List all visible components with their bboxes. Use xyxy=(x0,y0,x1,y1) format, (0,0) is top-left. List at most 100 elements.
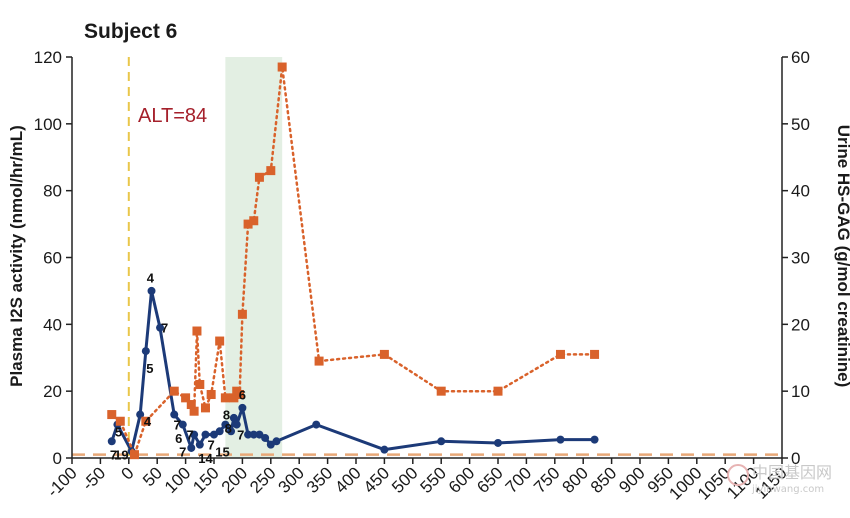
y-tick-label: 60 xyxy=(43,249,62,268)
y-tick-label: 80 xyxy=(43,182,62,201)
point-label: 4 xyxy=(144,414,152,429)
hs-gag-point xyxy=(107,410,117,420)
i2s-point xyxy=(195,440,204,449)
hs-gag-point xyxy=(141,416,151,426)
i2s-point xyxy=(272,437,281,446)
x-tick-label: 800 xyxy=(559,463,592,496)
i2s-point xyxy=(494,438,502,447)
i2s-point xyxy=(261,433,270,442)
hs-gag-point xyxy=(235,390,245,400)
watermark-logo-icon xyxy=(727,464,749,486)
i2s-point xyxy=(201,430,210,439)
x-tick-label: 0 xyxy=(117,463,137,483)
i2s-point xyxy=(147,286,156,295)
i2s-point xyxy=(227,427,236,436)
point-label: 14 xyxy=(198,451,213,466)
watermark: 中国基因网 jiyinwang.com xyxy=(727,463,832,495)
point-label: 8 xyxy=(223,408,230,423)
y-axis-title: Plasma I2S activity (nmol/hr/mL) xyxy=(7,125,26,387)
y2-tick-label: 40 xyxy=(791,182,810,201)
i2s-point xyxy=(556,435,565,444)
point-label: 5 xyxy=(146,361,153,376)
hs-gag-point xyxy=(266,166,276,176)
x-tick-label: -100 xyxy=(43,463,80,500)
hs-gag-point xyxy=(436,386,446,396)
point-label: 6 xyxy=(239,388,246,403)
point-label: 7 xyxy=(173,418,180,433)
hs-gag-point xyxy=(229,393,239,403)
watermark-text: 中国基因网 xyxy=(752,463,832,482)
hs-gag-point xyxy=(555,349,565,359)
point-label: 7 xyxy=(208,438,215,453)
y-tick-label: 40 xyxy=(43,315,62,334)
i2s-series-line xyxy=(110,289,595,453)
x-tick-label: 300 xyxy=(275,463,308,496)
i2s-point xyxy=(156,323,165,332)
x-tick-label: 250 xyxy=(246,463,279,496)
i2s-point xyxy=(229,413,238,422)
alt-annotation: ALT=84 xyxy=(138,105,207,127)
hs-gag-point xyxy=(220,393,230,403)
hs-gag-point xyxy=(237,309,247,319)
point-label: 7 xyxy=(179,444,186,459)
y2-tick-label: 0 xyxy=(791,449,800,468)
i2s-point xyxy=(178,420,187,429)
point-label: 5 xyxy=(115,424,122,439)
hs-gag-point xyxy=(215,336,225,346)
x-tick-label: 700 xyxy=(502,463,535,496)
x-tick-label: 350 xyxy=(303,463,336,496)
i2s-point xyxy=(190,430,199,439)
y2-tick-label: 50 xyxy=(791,115,810,134)
x-tick-label: 900 xyxy=(615,463,648,496)
i2s-point xyxy=(107,437,116,446)
x-tick-label: 600 xyxy=(445,463,478,496)
point-label: 7 xyxy=(161,321,168,336)
point-label: 4 xyxy=(147,271,155,286)
hs-gag-point xyxy=(254,172,264,182)
hs-gag-point xyxy=(590,349,600,359)
point-label: 6 xyxy=(175,431,182,446)
y-tick-label: 20 xyxy=(43,382,62,401)
hs-gag-point xyxy=(277,62,287,72)
x-tick-label: 400 xyxy=(331,463,364,496)
i2s-point xyxy=(312,420,321,429)
hs-gag-point xyxy=(186,400,196,410)
i2s-point xyxy=(590,435,599,444)
hs-gag-point xyxy=(195,379,205,389)
i2s-point xyxy=(215,427,224,436)
y2-tick-label: 20 xyxy=(791,315,810,334)
x-tick-label: -50 xyxy=(78,463,109,494)
x-tick-label: 150 xyxy=(189,463,222,496)
hs-gag-point xyxy=(314,356,324,366)
point-label: 7 xyxy=(237,428,244,443)
hs-gag-point xyxy=(189,406,199,416)
x-tick-label: 550 xyxy=(417,463,450,496)
i2s-point xyxy=(141,347,150,356)
hs-gag-point xyxy=(181,393,191,403)
watermark-url: jiyinwang.com xyxy=(751,484,824,495)
i2s-point xyxy=(170,410,179,419)
x-tick-label: 50 xyxy=(139,463,166,490)
hs-gag-point xyxy=(379,349,389,359)
hs-gag-point xyxy=(249,216,259,226)
i2s-point xyxy=(221,420,230,429)
i2s-point xyxy=(437,437,446,446)
hs-gag-point xyxy=(169,386,179,396)
i2s-point xyxy=(244,430,253,439)
hs-gag-point xyxy=(243,219,253,229)
x-tick-label: 100 xyxy=(161,463,194,496)
y2-tick-label: 60 xyxy=(791,48,810,67)
hs-gag-point xyxy=(200,403,210,413)
x-tick-label: 850 xyxy=(587,463,620,496)
y2-axis-title: Urine HS-GAG (g/mol creatinine) xyxy=(834,125,850,388)
x-tick-label: 200 xyxy=(218,463,251,496)
x-tick-label: 750 xyxy=(530,463,563,496)
i2s-point xyxy=(249,430,258,439)
hs-gag-point xyxy=(115,416,125,426)
x-tick-label: 650 xyxy=(473,463,506,496)
i2s-point xyxy=(232,420,241,429)
point-label: 19 xyxy=(114,448,128,463)
hs-gag-point xyxy=(206,390,216,400)
y-tick-label: 120 xyxy=(34,48,62,67)
